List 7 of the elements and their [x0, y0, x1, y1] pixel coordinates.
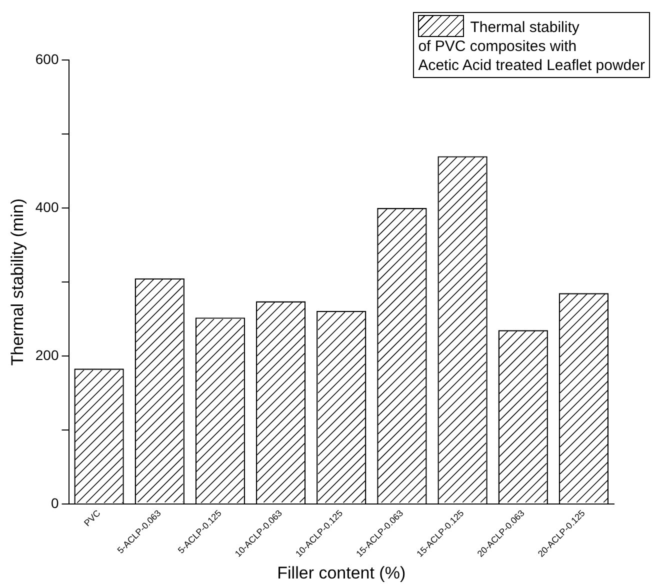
- x-axis-title: Filler content (%): [277, 563, 406, 582]
- y-axis-title: Thermal stability (min): [8, 198, 27, 366]
- y-tick-label: 400: [35, 198, 59, 215]
- y-tick-label: 600: [35, 50, 59, 67]
- y-tick-label: 200: [35, 346, 59, 363]
- y-tick-label: 0: [50, 494, 59, 511]
- legend-label: Thermal stability of PVC composites with Acetic Acid treated Leaflet powder: [418, 18, 645, 75]
